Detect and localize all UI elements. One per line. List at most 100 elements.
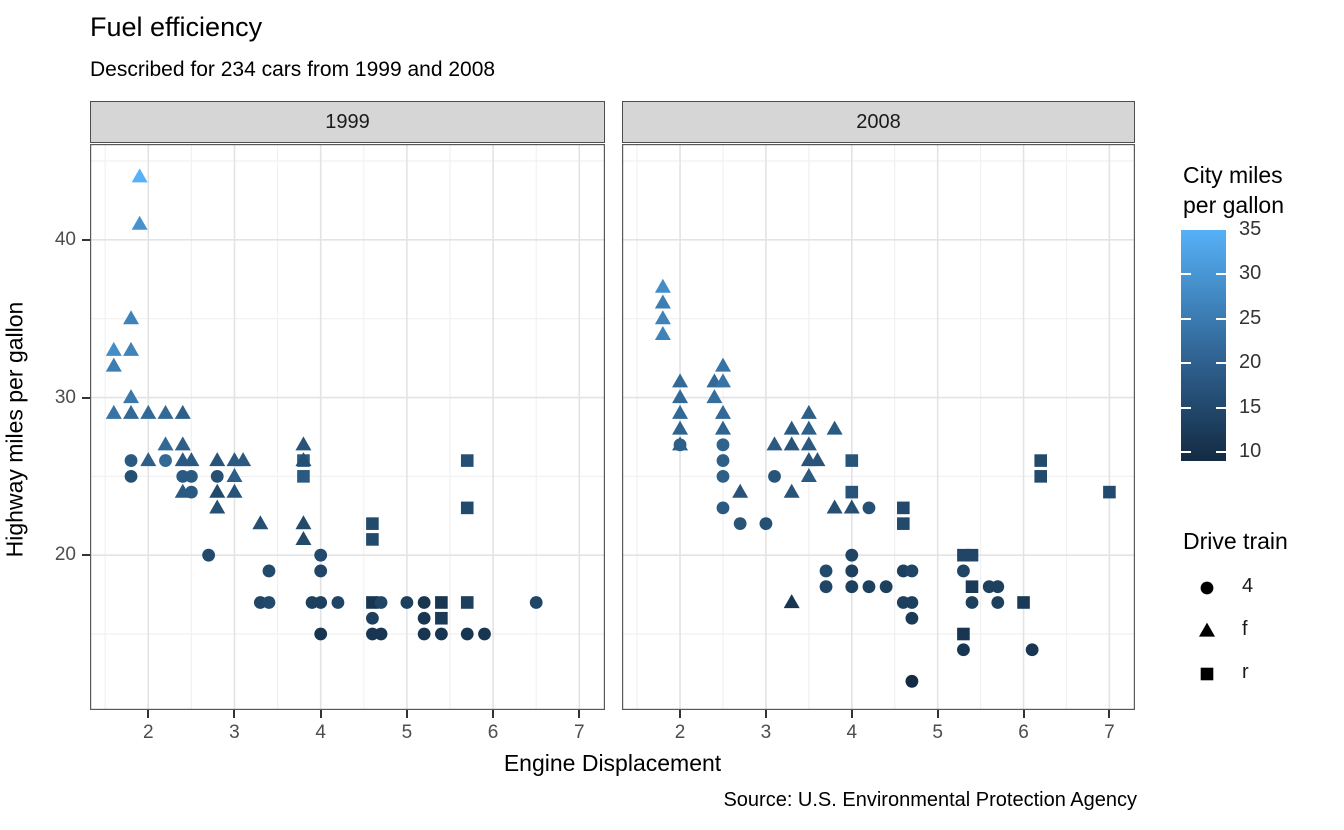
x-tick-label: 7: [1104, 722, 1115, 743]
data-point: [714, 404, 731, 419]
data-point: [768, 469, 781, 483]
data-point: [478, 627, 491, 641]
data-point: [905, 611, 919, 625]
data-point: [105, 404, 122, 419]
data-point: [262, 596, 276, 609]
data-point: [654, 326, 671, 341]
data-point: [672, 404, 689, 419]
data-point: [140, 404, 157, 419]
data-point: [783, 436, 800, 451]
data-point: [826, 499, 843, 514]
color-legend-tick-mark: [1181, 362, 1191, 365]
data-point: [366, 533, 379, 546]
data-point: [184, 469, 198, 483]
data-point: [991, 596, 1005, 609]
data-point: [295, 436, 312, 451]
data-point: [706, 389, 723, 404]
data-point: [654, 310, 671, 325]
data-point: [819, 564, 833, 578]
data-point: [957, 564, 970, 578]
data-point: [183, 452, 200, 467]
x-tick-mark: [147, 710, 150, 718]
data-point: [460, 501, 474, 515]
data-point: [417, 611, 431, 625]
x-tick-label: 5: [401, 722, 413, 743]
x-tick-mark: [1022, 710, 1025, 718]
data-point: [766, 436, 783, 451]
x-tick-label: 7: [574, 722, 585, 743]
data-point: [124, 469, 138, 483]
x-tick-label: 3: [760, 722, 772, 743]
x-tick-mark: [492, 710, 495, 718]
color-legend-tick-label: 20: [1239, 351, 1262, 374]
y-tick-label: 30: [54, 386, 76, 408]
source-caption: Source: U.S. Environmental Protection Ag…: [723, 789, 1137, 811]
data-point: [226, 483, 243, 498]
data-point: [123, 310, 140, 325]
x-tick-mark: [936, 710, 939, 718]
data-point: [434, 627, 448, 641]
x-tick-label: 3: [229, 722, 240, 743]
data-point: [862, 580, 876, 594]
data-point: [905, 674, 919, 688]
data-point: [202, 548, 216, 562]
data-point: [374, 627, 388, 641]
y-axis-title: Highway miles per gallon: [1, 301, 28, 558]
data-point: [124, 454, 138, 467]
data-point: [800, 436, 817, 451]
facet-strip-1999: 1999: [90, 101, 605, 143]
data-point: [673, 438, 687, 452]
data-point: [1200, 581, 1214, 595]
data-point: [845, 485, 859, 499]
data-point: [845, 580, 859, 594]
chart-title: Fuel efficiency: [90, 12, 263, 42]
data-point: [140, 452, 157, 467]
data-point: [783, 594, 800, 609]
data-point: [672, 389, 689, 404]
color-legend-tick-label: 15: [1239, 395, 1262, 418]
data-point: [714, 420, 731, 435]
data-point: [366, 611, 379, 625]
data-point: [965, 596, 979, 609]
data-point: [672, 420, 689, 435]
data-point: [897, 501, 910, 515]
data-point: [826, 420, 843, 435]
data-point: [209, 452, 226, 467]
data-point: [716, 501, 730, 515]
x-tick-mark: [679, 710, 682, 718]
data-point: [819, 580, 833, 594]
data-point: [672, 373, 689, 388]
data-point: [123, 389, 140, 404]
facet-strip-label: 1999: [325, 110, 370, 133]
shape-legend-title: Drive train: [1183, 528, 1288, 554]
data-point: [905, 564, 919, 578]
data-point: [843, 499, 860, 514]
data-point: [159, 454, 172, 467]
y-tick-mark: [82, 554, 90, 557]
data-point: [131, 215, 148, 230]
triangle-key-icon: [1199, 622, 1215, 637]
data-point: [226, 467, 243, 482]
color-legend-tick-mark: [1181, 317, 1191, 320]
data-point: [714, 357, 731, 372]
data-point: [435, 596, 448, 609]
x-tick-mark: [405, 710, 408, 718]
data-point: [209, 483, 226, 498]
x-tick-label: 6: [487, 722, 499, 743]
y-tick-mark: [82, 238, 90, 241]
x-tick-mark: [233, 710, 236, 718]
data-point: [331, 596, 345, 609]
panel-border: [622, 144, 1135, 710]
data-point: [733, 517, 747, 531]
x-tick-label: 2: [674, 722, 686, 743]
data-point: [800, 404, 817, 419]
y-tick-label: 20: [54, 544, 76, 566]
data-point: [845, 454, 859, 467]
data-point: [174, 436, 191, 451]
data-point: [314, 596, 328, 609]
x-tick-label: 6: [1018, 722, 1029, 743]
color-legend-tick-label: 25: [1239, 306, 1262, 329]
data-point: [809, 452, 826, 467]
data-point: [184, 485, 198, 499]
data-point: [759, 517, 773, 531]
